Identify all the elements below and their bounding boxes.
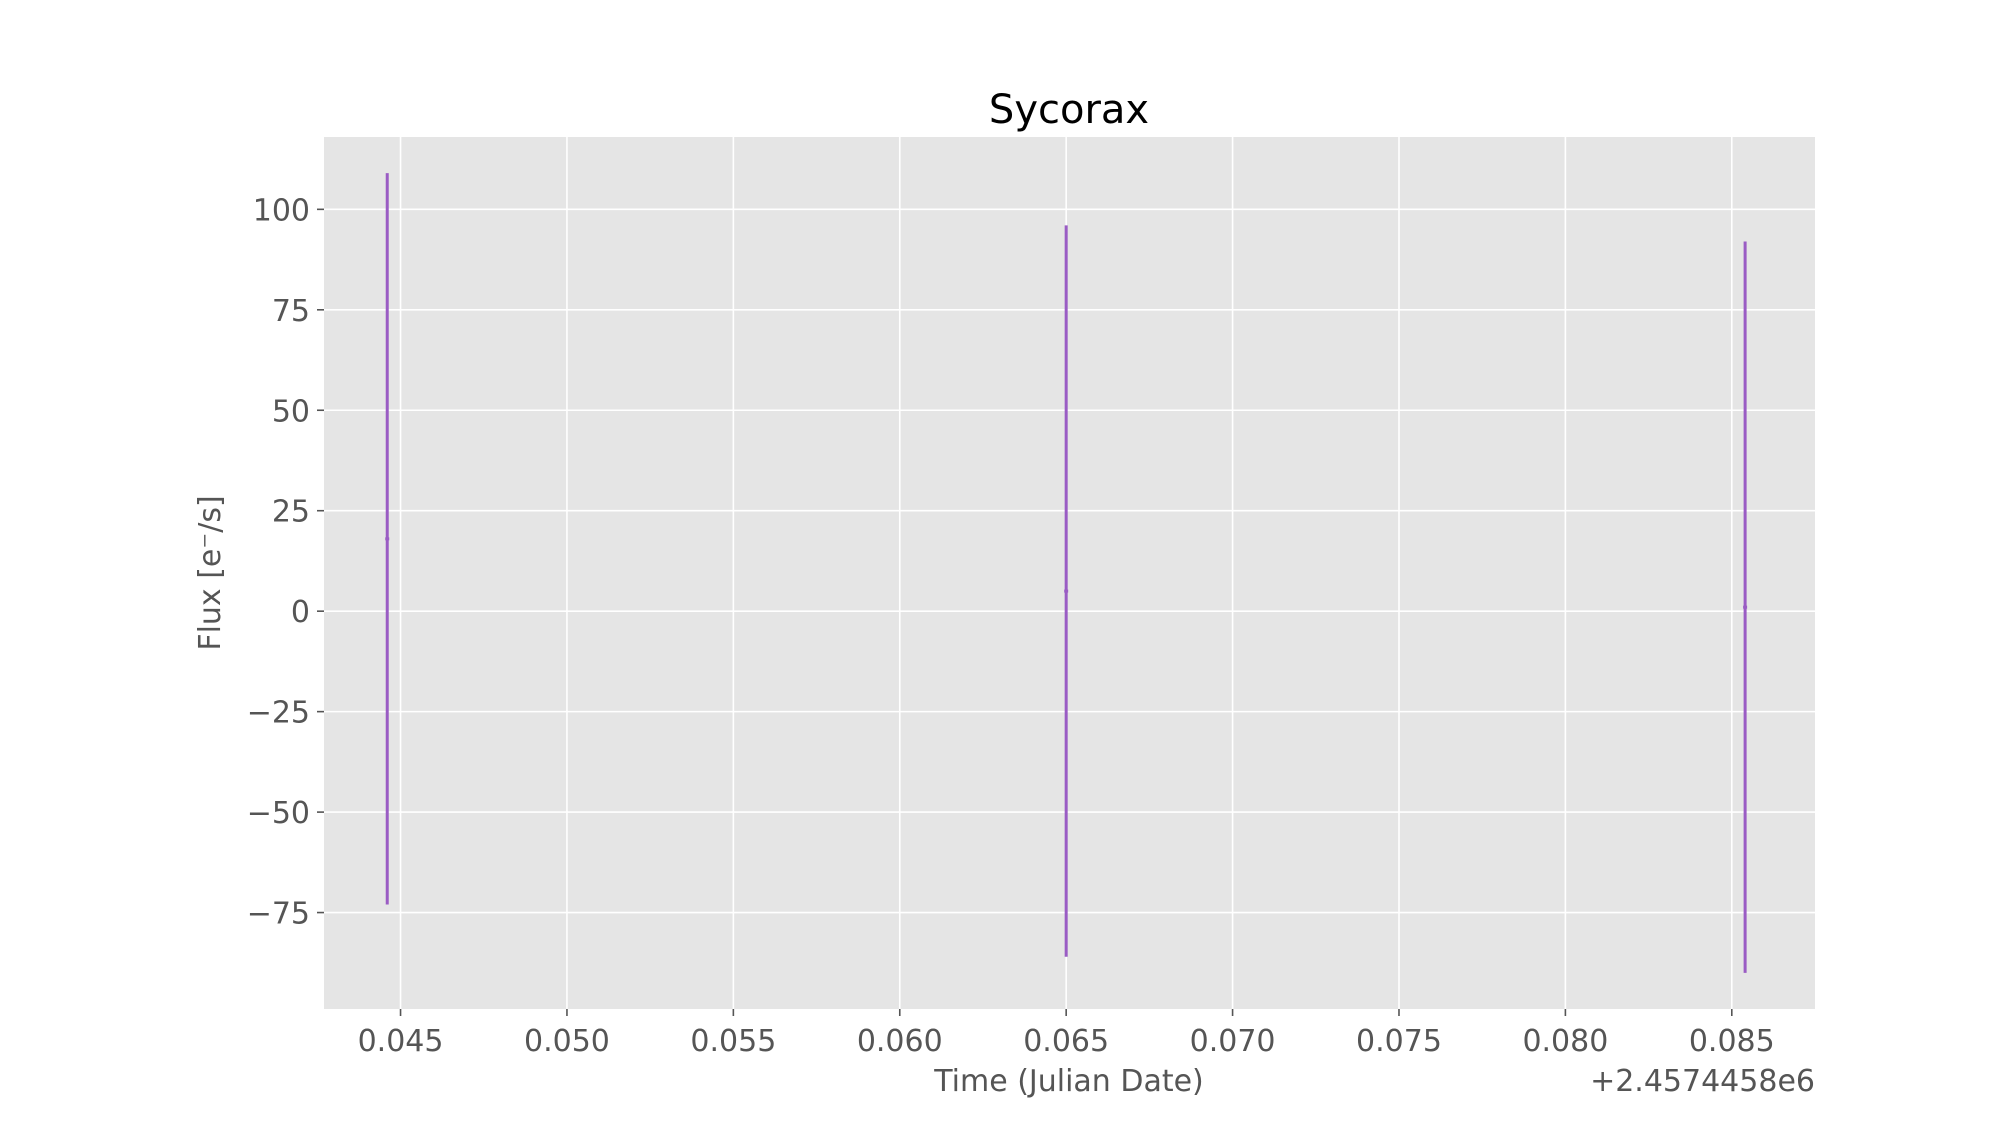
y-tick-label: 50 (272, 394, 310, 429)
y-axis: −75 −50 −25 0 25 50 75 100 (247, 193, 324, 932)
y-tick-label: 75 (272, 294, 310, 329)
x-axis: 0.045 0.050 0.055 0.060 0.065 0.070 0.075 0.080… (358, 1009, 1775, 1059)
x-tick-label: 0.080 (1522, 1024, 1608, 1059)
series-errorbars (385, 173, 1748, 973)
y-tick-label: −50 (247, 796, 310, 831)
x-tick-label: 0.045 (358, 1024, 444, 1059)
x-tick-label: 0.085 (1689, 1024, 1775, 1059)
y-axis-label: Flux [e⁻/s] (193, 495, 228, 650)
x-tick-label: 0.050 (524, 1024, 610, 1059)
x-tick-label: 0.055 (690, 1024, 776, 1059)
x-tick-label: 0.060 (857, 1024, 943, 1059)
plot-area (324, 137, 1815, 1009)
x-offset-label: +2.4574458e6 (1590, 1064, 1815, 1099)
chart-title: Sycorax (989, 87, 1149, 133)
x-tick-label: 0.075 (1356, 1024, 1442, 1059)
y-tick-label: −75 (247, 897, 310, 932)
grid-lines (324, 137, 1815, 1009)
y-tick-label: 100 (253, 193, 310, 228)
x-axis-label: Time (Julian Date) (933, 1064, 1204, 1099)
x-tick-label: 0.070 (1190, 1024, 1276, 1059)
y-tick-label: 25 (272, 495, 310, 530)
y-tick-label: −25 (247, 696, 310, 731)
x-tick-label: 0.065 (1023, 1024, 1109, 1059)
y-tick-label: 0 (291, 595, 310, 630)
